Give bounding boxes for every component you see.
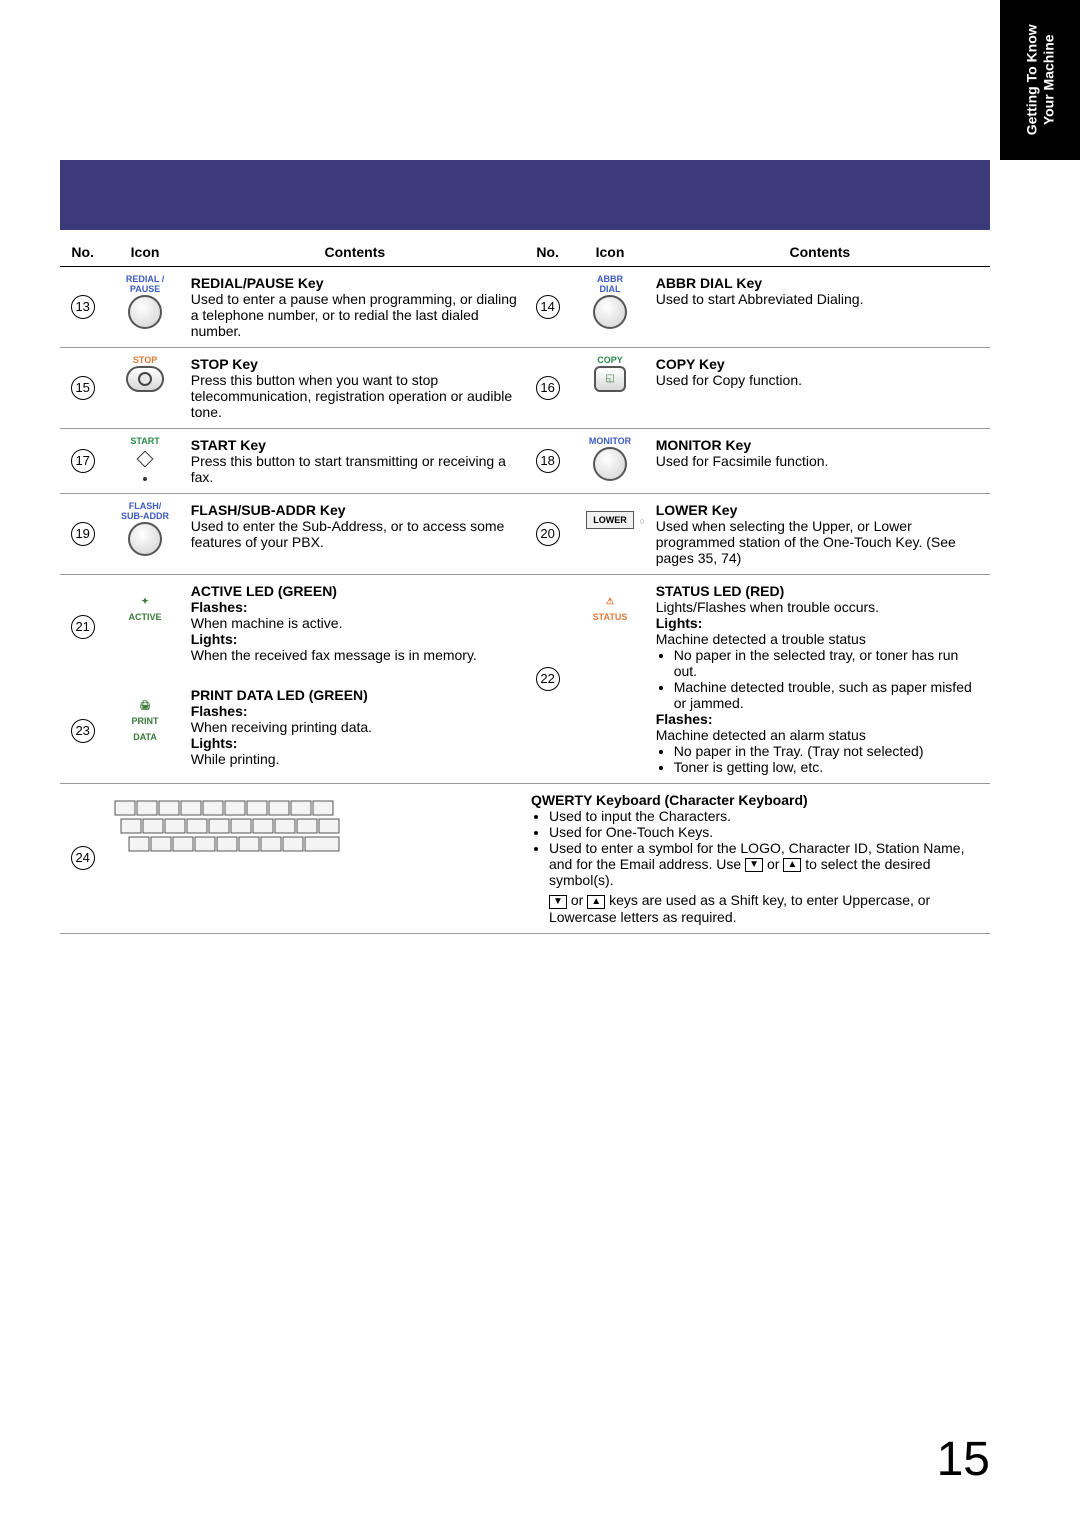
contents-13: REDIAL/PAUSE Key Used to enter a pause w… <box>191 275 519 339</box>
table-row: 15 STOP STOP Key Press this button when … <box>60 348 990 429</box>
table-row: 13 REDIAL / PAUSE REDIAL/PAUSE Key Used … <box>60 267 990 348</box>
flash-subaddr-icon: FLASH/ SUB-ADDR <box>120 502 170 559</box>
num-15: 15 <box>71 376 95 400</box>
th-icon-1: Icon <box>105 238 184 267</box>
num-21: 21 <box>71 615 95 639</box>
contents-19: FLASH/SUB-ADDR Key Used to enter the Sub… <box>191 502 519 550</box>
qwerty-keyboard-icon <box>111 792 371 862</box>
table-row: 19 FLASH/ SUB-ADDR FLASH/SUB-ADDR Key Us… <box>60 494 990 575</box>
num-19: 19 <box>71 522 95 546</box>
side-tab-line2: Your Machine <box>1040 35 1056 126</box>
down-arrow-key-icon: ▼ <box>549 895 567 909</box>
num-20: 20 <box>536 522 560 546</box>
num-23: 23 <box>71 719 95 743</box>
up-arrow-key-icon: ▲ <box>783 858 801 872</box>
th-no-1: No. <box>60 238 105 267</box>
side-tab: Getting To Know Your Machine <box>1000 0 1080 160</box>
table-row: 17 START START Key Press this button to … <box>60 429 990 494</box>
page-number: 15 <box>937 1432 990 1487</box>
redial-pause-icon: REDIAL / PAUSE <box>120 275 170 332</box>
th-contents-2: Contents <box>650 238 990 267</box>
print-data-led-icon: 🖨PRINT DATA <box>120 687 170 743</box>
copy-icon: COPY ◱ <box>585 356 635 392</box>
num-13: 13 <box>71 295 95 319</box>
contents-20: LOWER Key Used when selecting the Upper,… <box>656 502 984 566</box>
monitor-icon: MONITOR <box>585 437 635 484</box>
stop-icon: STOP <box>120 356 170 395</box>
table-row: 21 ✦ACTIVE ACTIVE LED (GREEN) Flashes: W… <box>60 575 990 680</box>
contents-18: MONITOR Key Used for Facsimile function. <box>656 437 984 469</box>
status-led-icon: ⚠STATUS <box>585 583 635 623</box>
contents-21: ACTIVE LED (GREEN) Flashes: When machine… <box>191 583 519 663</box>
num-16: 16 <box>536 376 560 400</box>
lower-key-icon: LOWER <box>585 502 635 529</box>
th-contents-1: Contents <box>185 238 525 267</box>
th-no-2: No. <box>525 238 570 267</box>
up-arrow-key-icon: ▲ <box>587 895 605 909</box>
contents-24: QWERTY Keyboard (Character Keyboard) Use… <box>531 792 984 925</box>
abbr-dial-icon: ABBR DIAL <box>585 275 635 332</box>
control-panel-table: No. Icon Contents No. Icon Contents 13 R… <box>60 238 990 934</box>
num-22: 22 <box>536 667 560 691</box>
active-led-icon: ✦ACTIVE <box>120 583 170 623</box>
contents-23: PRINT DATA LED (GREEN) Flashes: When rec… <box>191 687 519 767</box>
table-row: 24 QWERTY Ke <box>60 784 990 934</box>
contents-17: START Key Press this button to start tra… <box>191 437 519 485</box>
contents-22: STATUS LED (RED) Lights/Flashes when tro… <box>656 583 984 775</box>
contents-16: COPY Key Used for Copy function. <box>656 356 984 388</box>
th-icon-2: Icon <box>570 238 649 267</box>
header-bar <box>60 160 990 230</box>
num-18: 18 <box>536 449 560 473</box>
num-17: 17 <box>71 449 95 473</box>
start-icon: START <box>120 437 170 484</box>
contents-14: ABBR DIAL Key Used to start Abbreviated … <box>656 275 984 307</box>
down-arrow-key-icon: ▼ <box>745 858 763 872</box>
num-14: 14 <box>536 295 560 319</box>
contents-15: STOP Key Press this button when you want… <box>191 356 519 420</box>
num-24: 24 <box>71 846 95 870</box>
side-tab-line1: Getting To Know <box>1023 25 1039 136</box>
